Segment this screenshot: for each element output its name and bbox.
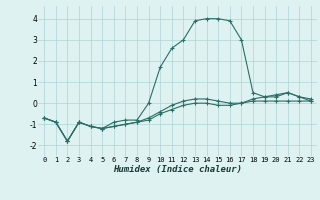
X-axis label: Humidex (Indice chaleur): Humidex (Indice chaleur) bbox=[113, 165, 242, 174]
